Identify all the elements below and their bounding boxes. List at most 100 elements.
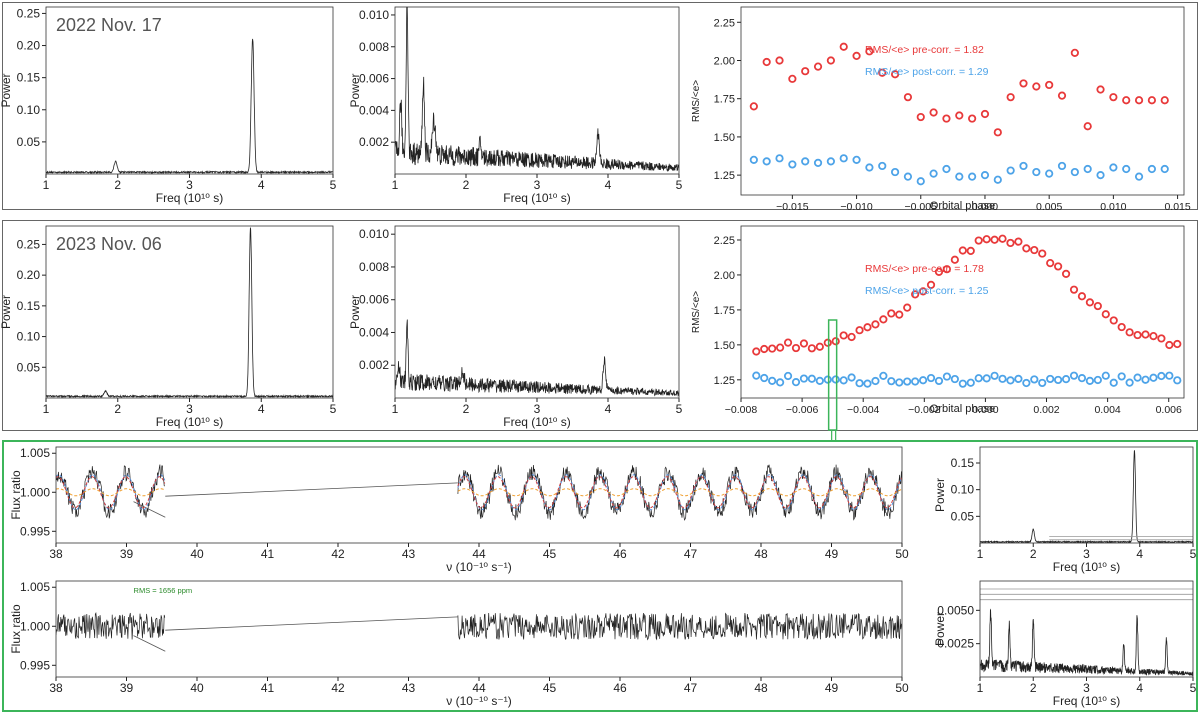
pre-corr-point bbox=[807, 344, 816, 353]
x-tick-label: 40 bbox=[190, 681, 204, 695]
chart-p3: −0.015 −0.010 −0.005 0.000 0.005 0.010 0.015 1.… bbox=[691, 6, 1191, 213]
x-tick-label: 4 bbox=[605, 402, 612, 416]
plot-area bbox=[980, 588, 1193, 677]
post-corr-point bbox=[980, 171, 990, 180]
pre-corr-point bbox=[911, 290, 920, 299]
x-tick-label: 4 bbox=[605, 178, 612, 192]
x-tick-label: 44 bbox=[472, 547, 486, 561]
plot-area bbox=[46, 227, 333, 398]
pre-corr-point bbox=[1054, 262, 1063, 271]
post-corr-point bbox=[968, 172, 977, 181]
pre-corr-point bbox=[1022, 244, 1031, 253]
pre-corr-point bbox=[1061, 269, 1071, 278]
y-tick-label: 0.20 bbox=[17, 268, 41, 282]
pre-corr-point bbox=[1134, 96, 1144, 105]
x-tick-label: 48 bbox=[754, 681, 768, 695]
y-tick-label: 1.75 bbox=[714, 94, 735, 106]
post-corr-point bbox=[863, 379, 872, 388]
pre-corr-point bbox=[1101, 310, 1110, 319]
model-red-line bbox=[56, 476, 166, 509]
pre-corr-point bbox=[1133, 330, 1142, 340]
post-corr-point bbox=[958, 379, 967, 388]
post-corr-point bbox=[955, 172, 964, 181]
x-axis-label: Orbital phase bbox=[930, 200, 995, 212]
x-tick-label: 2 bbox=[463, 178, 470, 192]
x-tick-label: 45 bbox=[543, 547, 557, 561]
pre-corr-point bbox=[1117, 322, 1126, 332]
y-tick-label: 1.50 bbox=[714, 340, 735, 352]
post-corr-point bbox=[1006, 166, 1015, 175]
post-corr-point bbox=[1061, 375, 1071, 384]
x-tick-label: 1 bbox=[392, 402, 399, 416]
post-corr-point bbox=[974, 374, 983, 383]
pre-corr-point bbox=[791, 343, 801, 353]
pre-corr-point bbox=[934, 267, 944, 276]
axes-frame bbox=[45, 225, 334, 399]
post-corr-point bbox=[903, 377, 912, 386]
pre-corr-point bbox=[1157, 334, 1166, 343]
x-tick-label: 38 bbox=[49, 547, 63, 561]
y-tick-label: 0.05 bbox=[17, 135, 41, 149]
x-axis-label: Freq (10¹⁰ s) bbox=[1053, 694, 1121, 708]
post-corr-point bbox=[1083, 164, 1092, 174]
post-corr-point bbox=[1117, 372, 1126, 381]
post-corr-point bbox=[1032, 167, 1041, 177]
x-tick-label: 1 bbox=[977, 681, 984, 695]
x-tick-label: 4 bbox=[258, 402, 265, 416]
y-tick-label: 0.006 bbox=[359, 293, 389, 307]
pre-corr-point bbox=[1141, 330, 1150, 339]
y-tick-label: 0.004 bbox=[359, 103, 389, 117]
y-tick-label: 2.00 bbox=[714, 270, 735, 282]
y-tick-label: 0.006 bbox=[359, 72, 389, 86]
post-corr-point bbox=[934, 376, 944, 386]
pre-corr-point bbox=[1032, 82, 1041, 91]
x-tick-label: 46 bbox=[613, 547, 627, 561]
x-tick-label: 1 bbox=[43, 402, 50, 416]
y-tick-label: 1.000 bbox=[20, 619, 50, 633]
pre-corr-point bbox=[775, 56, 784, 65]
model-red-line bbox=[457, 476, 902, 509]
x-tick-label: 5 bbox=[676, 178, 683, 192]
y-tick-label: 0.008 bbox=[359, 260, 389, 274]
pre-corr-point bbox=[1093, 301, 1102, 311]
legend-post: RMS/<e> post-corr. = 1.29 bbox=[865, 66, 989, 78]
x-tick-label: 38 bbox=[49, 681, 63, 695]
x-tick-label: 3 bbox=[1083, 547, 1090, 561]
pre-corr-point bbox=[815, 342, 824, 351]
post-corr-point bbox=[871, 376, 880, 386]
x-tick-label: −0.006 bbox=[786, 404, 819, 416]
post-corr-point bbox=[903, 172, 913, 181]
post-corr-point bbox=[1173, 376, 1182, 385]
x-axis-label: ν (10⁻¹⁰ s⁻¹) bbox=[446, 694, 511, 708]
post-corr-point bbox=[852, 155, 861, 164]
post-corr-point bbox=[847, 373, 856, 382]
pre-corr-point bbox=[895, 310, 904, 319]
x-tick-label: 0.010 bbox=[1100, 201, 1126, 213]
pre-corr-point bbox=[1173, 339, 1182, 349]
y-tick-label: 0.05 bbox=[951, 509, 975, 523]
x-tick-label: 43 bbox=[402, 681, 416, 695]
pre-corr-point bbox=[879, 315, 888, 324]
y-tick-label: 2.25 bbox=[714, 235, 735, 247]
y-axis-label: Power bbox=[933, 478, 947, 512]
pre-corr-point bbox=[1014, 237, 1023, 246]
plot-area bbox=[46, 38, 333, 174]
pre-corr-point bbox=[1030, 245, 1039, 255]
x-tick-label: 49 bbox=[825, 681, 839, 695]
pre-corr-point bbox=[890, 70, 900, 79]
pre-corr-point bbox=[1165, 340, 1174, 350]
post-corr-point bbox=[807, 374, 816, 383]
post-corr-point bbox=[749, 155, 758, 164]
pre-corr-point bbox=[887, 309, 896, 318]
x-tick-label: 2 bbox=[463, 402, 470, 416]
pre-corr-point bbox=[1083, 122, 1092, 131]
post-corr-point bbox=[1030, 375, 1039, 384]
y-tick-label: 0.10 bbox=[17, 103, 41, 117]
post-corr-point bbox=[788, 160, 797, 169]
y-axis-label: RMS/<e> bbox=[691, 80, 702, 122]
y-tick-label: 2.25 bbox=[714, 17, 735, 29]
pre-corr-point bbox=[929, 108, 938, 117]
x-tick-label: 50 bbox=[895, 547, 909, 561]
plot-area bbox=[395, 319, 679, 397]
